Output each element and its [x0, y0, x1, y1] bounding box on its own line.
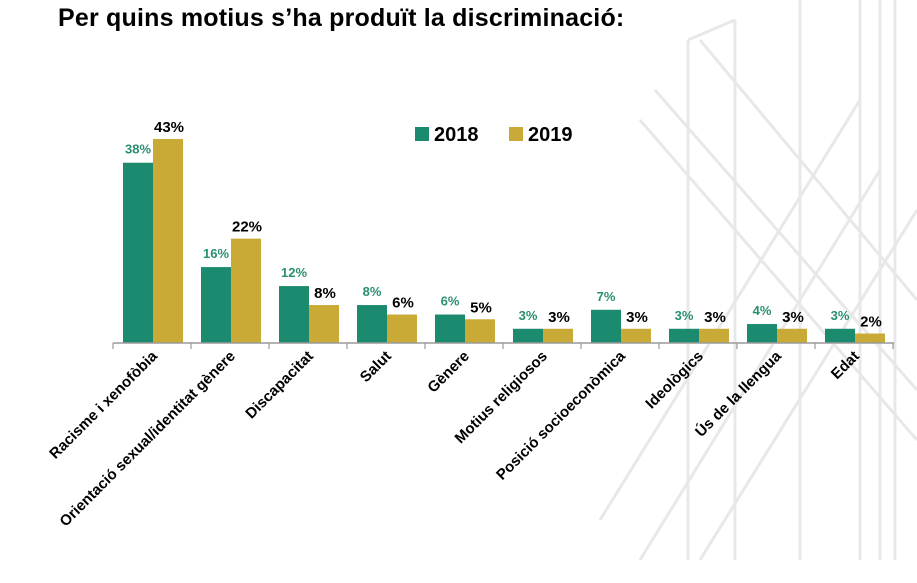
bar-2018: [747, 324, 777, 343]
legend-swatch-2018: [415, 127, 429, 141]
value-label-2018: 38%: [125, 142, 151, 157]
bar-2019: [777, 328, 807, 343]
bar-2018: [123, 162, 153, 343]
value-label-2018: 16%: [203, 246, 229, 261]
bar-2018: [825, 328, 855, 343]
bar-2019: [543, 328, 573, 343]
category-label: Gènere: [424, 348, 473, 397]
category-label: Discapacitat: [242, 348, 317, 423]
bar-2018: [591, 309, 621, 343]
bar-2018: [279, 286, 309, 343]
value-label-2019: 43%: [154, 119, 184, 136]
bar-2018: [357, 305, 387, 343]
value-label-2019: 5%: [470, 299, 492, 316]
bar-2018: [435, 314, 465, 343]
category-label: Posició socioeconòmica: [493, 347, 629, 483]
value-label-2018: 3%: [519, 308, 538, 323]
category-label: Salut: [357, 348, 395, 386]
value-label-2018: 3%: [831, 308, 850, 323]
bar-2019: [387, 314, 417, 343]
bar-2019: [621, 328, 651, 343]
bar-2019: [699, 328, 729, 343]
category-label: Ideològics: [642, 348, 706, 412]
bar-2018: [201, 267, 231, 343]
value-label-2019: 3%: [626, 309, 648, 326]
value-label-2018: 8%: [363, 284, 382, 299]
category-label: Edat: [828, 348, 863, 383]
page-title: Per quins motius s’ha produït la discrim…: [58, 4, 625, 32]
bar-2019: [231, 238, 261, 343]
bar-2019: [309, 305, 339, 343]
legend-swatch-2019: [509, 127, 523, 141]
value-label-2018: 3%: [675, 308, 694, 323]
legend-label-2018: 2018: [434, 124, 479, 146]
bar-2019: [153, 139, 183, 343]
value-label-2018: 4%: [753, 303, 772, 318]
bar-2019: [465, 319, 495, 343]
category-label: Orientació sexual/identitat gènere: [56, 348, 238, 530]
value-label-2019: 3%: [704, 309, 726, 326]
value-label-2019: 8%: [314, 285, 336, 302]
value-label-2018: 12%: [281, 265, 307, 280]
value-label-2019: 2%: [860, 314, 882, 331]
value-labels-group: 38%43% 16%22% 12% 8% 8% 6% 6% 5% 3% 3% 7% 3% 3% 3% 4% 3…: [125, 119, 882, 331]
value-label-2019: 3%: [782, 309, 804, 326]
x-axis: [112, 342, 894, 349]
legend-label-2019: 2019: [528, 124, 573, 146]
legend: 2018 2019: [415, 124, 573, 146]
value-label-2018: 7%: [597, 289, 616, 304]
bar-2019: [855, 333, 885, 343]
value-label-2018: 6%: [441, 294, 460, 309]
value-label-2019: 6%: [392, 295, 414, 312]
value-label-2019: 3%: [548, 309, 570, 326]
value-label-2019: 22%: [232, 219, 262, 236]
bar-2018: [513, 328, 543, 343]
bar-2018: [669, 328, 699, 343]
bars-group: [123, 139, 885, 343]
